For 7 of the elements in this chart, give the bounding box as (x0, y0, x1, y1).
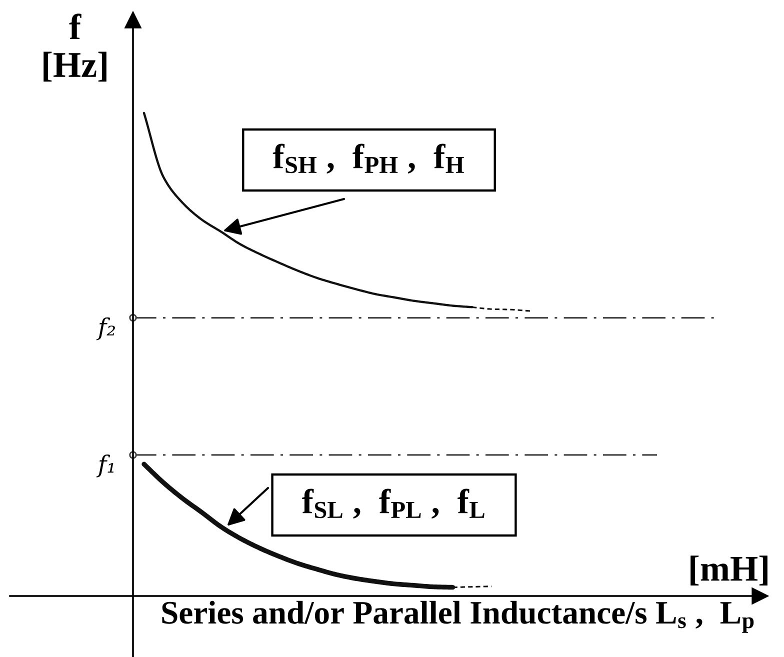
annotation: f$_{SL}$ , f$_{PL}$ , f$_{L}$ (302, 488, 484, 519)
y-axis-title: f [Hz] (44, 14, 106, 82)
x-axis-title: Series and/or Parallel Inductance/s L$_{s}$ , L$_{p}$ (162, 600, 754, 633)
annotation: f$_{SH}$ , f$_{PH}$ , f$_{H}$ (272, 144, 464, 174)
ref-line-label: f₁ (96, 454, 114, 478)
ref-line-label: f₂ (96, 317, 115, 340)
text: [mH] (690, 556, 768, 586)
